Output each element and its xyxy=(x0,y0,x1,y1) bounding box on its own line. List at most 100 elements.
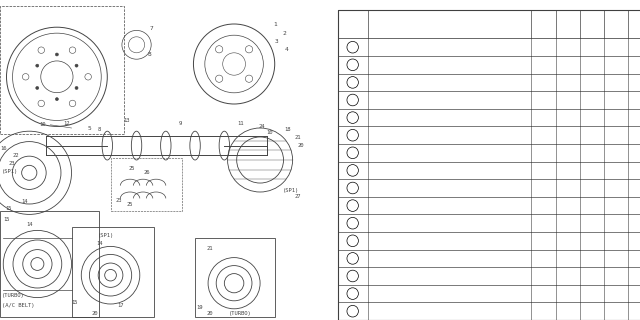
Circle shape xyxy=(36,64,39,67)
Text: (TURBO): (TURBO) xyxy=(2,293,24,299)
Text: 26: 26 xyxy=(143,170,150,175)
Text: A21067: A21067 xyxy=(371,148,399,157)
Text: 23: 23 xyxy=(115,197,122,203)
Circle shape xyxy=(36,86,39,90)
Text: 15: 15 xyxy=(3,217,10,222)
Text: 10: 10 xyxy=(349,203,356,208)
Text: 2: 2 xyxy=(351,62,355,68)
Text: 2: 2 xyxy=(283,31,287,36)
Text: *: * xyxy=(589,95,595,105)
Text: *: * xyxy=(589,131,595,140)
Text: *: * xyxy=(614,201,618,210)
Text: *: * xyxy=(541,95,546,105)
Text: 9: 9 xyxy=(179,121,182,126)
Text: *: * xyxy=(589,183,595,193)
Circle shape xyxy=(56,53,58,56)
Text: *: * xyxy=(565,148,570,157)
Text: *: * xyxy=(565,95,570,105)
Text: *: * xyxy=(589,289,595,298)
Text: 24: 24 xyxy=(259,124,265,129)
Text: *: * xyxy=(638,289,640,298)
Text: *: * xyxy=(541,43,546,52)
Text: 10: 10 xyxy=(267,130,273,135)
Text: *: * xyxy=(541,78,546,87)
Text: 9: 9 xyxy=(351,185,355,191)
Text: 23: 23 xyxy=(8,161,15,166)
Text: *: * xyxy=(614,148,618,157)
Text: *: * xyxy=(638,201,640,210)
Text: 12312: 12312 xyxy=(371,60,394,69)
Text: *: * xyxy=(541,131,546,140)
Text: *: * xyxy=(541,60,546,69)
Text: 12201: 12201 xyxy=(371,166,394,175)
Text: *: * xyxy=(541,254,546,263)
Bar xyxy=(0,6,124,134)
Text: *: * xyxy=(638,254,640,263)
Bar xyxy=(338,179,640,197)
Bar xyxy=(338,250,640,267)
Text: *: * xyxy=(638,60,640,69)
Text: 14: 14 xyxy=(21,199,28,204)
Text: 11718: 11718 xyxy=(371,307,394,316)
Text: 25: 25 xyxy=(129,165,135,171)
Text: 9
1: 9 1 xyxy=(566,18,570,30)
Text: 11: 11 xyxy=(237,121,244,126)
Text: 21: 21 xyxy=(294,135,301,140)
Bar xyxy=(111,158,182,211)
Text: 19: 19 xyxy=(196,305,203,310)
Text: *: * xyxy=(589,78,595,87)
Bar xyxy=(72,227,154,317)
Text: *: * xyxy=(565,78,570,87)
Text: 5: 5 xyxy=(88,125,92,131)
Text: *: * xyxy=(589,254,595,263)
Text: 4: 4 xyxy=(285,47,288,52)
Text: 1: 1 xyxy=(351,44,355,50)
Text: *: * xyxy=(589,236,595,245)
Text: *: * xyxy=(541,113,546,122)
Text: 12108: 12108 xyxy=(371,254,394,263)
Text: 3: 3 xyxy=(351,79,355,85)
Bar xyxy=(338,162,640,179)
Text: 10: 10 xyxy=(39,122,45,127)
Text: 14: 14 xyxy=(26,221,33,227)
Text: *: * xyxy=(589,166,595,175)
Text: 20: 20 xyxy=(91,311,97,316)
Text: 11: 11 xyxy=(349,221,356,226)
Text: A21401: A21401 xyxy=(371,289,399,298)
Text: G21202: G21202 xyxy=(371,78,399,87)
Circle shape xyxy=(56,98,58,100)
Text: *: * xyxy=(614,289,618,298)
Text: 4: 4 xyxy=(351,97,355,103)
Text: *: * xyxy=(614,254,618,263)
Text: 12305: 12305 xyxy=(371,271,394,281)
Text: 22: 22 xyxy=(13,153,19,158)
Text: *: * xyxy=(614,183,618,193)
Text: (A/C BELT): (A/C BELT) xyxy=(2,303,34,308)
Text: *: * xyxy=(541,271,546,281)
Text: 3: 3 xyxy=(275,39,278,44)
Text: 8: 8 xyxy=(148,52,152,57)
Text: *: * xyxy=(565,201,570,210)
Bar xyxy=(338,144,640,162)
Text: C00807: C00807 xyxy=(371,219,399,228)
Bar xyxy=(338,267,640,285)
Text: (SP1): (SP1) xyxy=(2,169,18,174)
Text: PARTS CORD: PARTS CORD xyxy=(410,20,459,28)
Text: 8: 8 xyxy=(97,127,100,132)
Text: 16: 16 xyxy=(349,309,356,314)
Circle shape xyxy=(75,64,78,67)
Text: *: * xyxy=(541,148,546,157)
Text: *: * xyxy=(614,78,618,87)
Text: *: * xyxy=(589,219,595,228)
Text: 9
3: 9 3 xyxy=(614,18,618,30)
Text: *: * xyxy=(565,271,570,281)
Text: 25: 25 xyxy=(127,202,133,207)
Text: *: * xyxy=(638,95,640,105)
Text: 7: 7 xyxy=(351,150,355,156)
Text: 9
0: 9 0 xyxy=(541,18,546,30)
Text: *: * xyxy=(565,166,570,175)
Text: *: * xyxy=(614,113,618,122)
Text: 12332: 12332 xyxy=(371,113,394,122)
Text: 20: 20 xyxy=(207,311,213,316)
Text: 13: 13 xyxy=(349,256,356,261)
